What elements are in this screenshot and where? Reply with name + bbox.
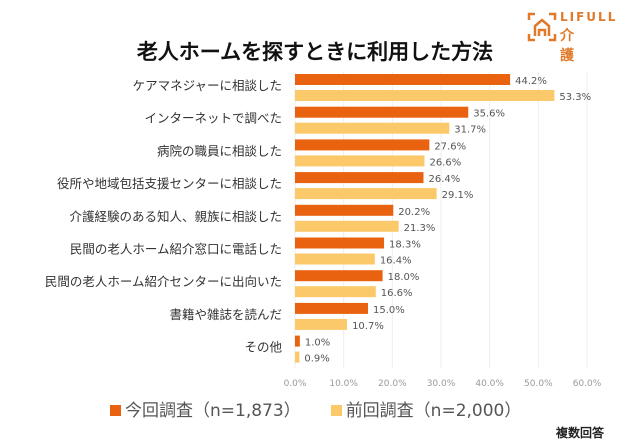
category-label: 民間の老人ホーム紹介窓口に電話した — [70, 242, 282, 257]
data-label: 53.3% — [559, 92, 591, 103]
bar — [295, 90, 555, 101]
data-label: 10.7% — [352, 321, 384, 332]
bar — [295, 270, 383, 282]
category-label: 介護経験のある知人、親族に相談した — [69, 209, 282, 224]
category-label: 役所や地域包括支援センターに相談した — [57, 176, 282, 191]
data-label: 0.9% — [304, 354, 329, 365]
category-label: インターネットで調べた — [144, 111, 282, 126]
x-tick-label: 60.0% — [573, 379, 602, 389]
data-label: 27.6% — [434, 141, 466, 152]
data-label: 15.0% — [373, 305, 405, 316]
data-label: 21.3% — [404, 223, 436, 234]
data-label: 26.4% — [428, 174, 460, 185]
data-label: 16.4% — [380, 256, 412, 267]
bar — [295, 139, 430, 151]
data-label: 31.7% — [454, 125, 486, 136]
house-logo-icon — [527, 12, 557, 42]
bar — [295, 204, 394, 216]
data-label: 26.6% — [429, 157, 461, 168]
bar — [295, 335, 300, 347]
x-tick-label: 40.0% — [475, 379, 504, 389]
bar — [295, 122, 450, 134]
bar — [295, 172, 424, 184]
chart-title: 老人ホームを探すときに利用した方法 — [136, 40, 494, 64]
logo-brand: LIFULL — [560, 10, 618, 24]
bar — [295, 220, 399, 232]
legend-swatch — [110, 405, 121, 416]
bar — [295, 253, 375, 265]
bar — [295, 351, 300, 363]
data-label: 16.6% — [381, 288, 413, 299]
legend-item-current: 今回調査（n=1,873） — [110, 396, 301, 421]
legend-item-previous: 前回調査（n=2,000） — [330, 396, 522, 421]
x-tick-label: 20.0% — [378, 379, 407, 389]
x-tick-label: 50.0% — [524, 379, 553, 389]
legend-label: 今回調査（n=1,873） — [125, 401, 301, 421]
legend-label: 前回調査（n=2,000） — [345, 401, 522, 421]
category-label: 書籍や雑誌を読んだ — [169, 307, 282, 322]
bar — [295, 286, 376, 298]
bar — [295, 318, 348, 330]
legend-swatch — [330, 405, 342, 416]
x-tick-label: 0.0% — [284, 379, 307, 389]
category-label: 病院の職員に相談した — [157, 143, 282, 158]
legend: 今回調査（n=1,873） 前回調査（n=2,000） — [110, 396, 521, 421]
data-label: 20.2% — [398, 207, 430, 218]
x-tick-label: 10.0% — [329, 379, 358, 389]
bar — [295, 74, 511, 85]
category-label: ケアマネジャーに相談した — [133, 78, 282, 93]
data-label: 18.0% — [388, 272, 420, 283]
bar — [295, 155, 425, 167]
data-label: 29.1% — [442, 190, 474, 201]
logo-sub: 介護 — [560, 28, 574, 64]
bar — [295, 237, 385, 249]
x-tick-label: 30.0% — [427, 379, 456, 389]
data-label: 44.2% — [515, 76, 547, 87]
multiple-answer-note: 複数回答 — [556, 426, 605, 440]
category-label: その他 — [244, 340, 282, 355]
bar — [295, 188, 437, 200]
category-label: 民間の老人ホーム紹介センターに出向いた — [45, 274, 282, 289]
bar — [295, 302, 368, 314]
data-label: 35.6% — [473, 109, 505, 120]
data-label: 1.0% — [305, 338, 330, 349]
bar — [295, 106, 469, 118]
data-label: 18.3% — [389, 240, 421, 251]
